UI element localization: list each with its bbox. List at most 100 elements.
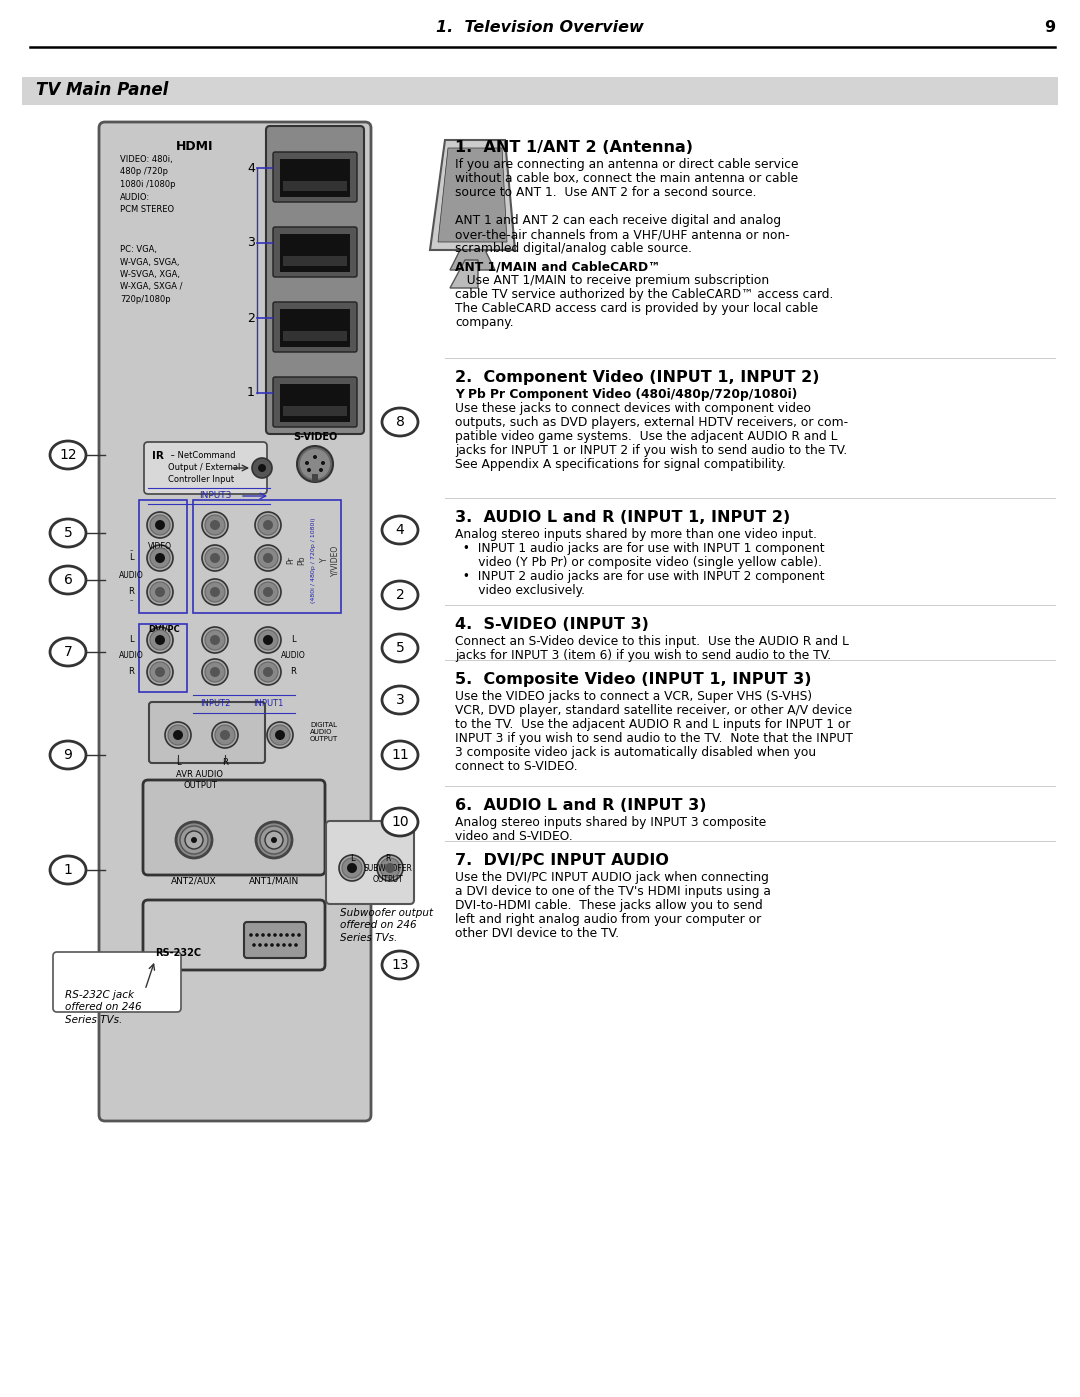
Circle shape xyxy=(255,627,281,652)
Text: 6.  AUDIO L and R (INPUT 3): 6. AUDIO L and R (INPUT 3) xyxy=(455,798,706,813)
Circle shape xyxy=(210,587,220,597)
Text: 2: 2 xyxy=(247,312,255,324)
Text: Connect an S-Video device to this input.  Use the AUDIO R and L: Connect an S-Video device to this input.… xyxy=(455,636,849,648)
Text: 6: 6 xyxy=(64,573,72,587)
Ellipse shape xyxy=(382,807,418,835)
Text: 2.  Component Video (INPUT 1, INPUT 2): 2. Component Video (INPUT 1, INPUT 2) xyxy=(455,370,820,386)
Circle shape xyxy=(313,455,318,460)
Circle shape xyxy=(156,587,165,597)
Circle shape xyxy=(264,553,273,563)
Circle shape xyxy=(267,722,293,747)
Text: Pb: Pb xyxy=(297,555,307,564)
Ellipse shape xyxy=(50,638,86,666)
Ellipse shape xyxy=(50,441,86,469)
Text: ANT1/MAIN: ANT1/MAIN xyxy=(248,876,299,886)
Text: Pr: Pr xyxy=(286,556,296,564)
Ellipse shape xyxy=(382,634,418,662)
Circle shape xyxy=(185,831,203,849)
Circle shape xyxy=(275,731,285,740)
Text: Y Pb Pr Component Video (480i/480p/720p/1080i): Y Pb Pr Component Video (480i/480p/720p/… xyxy=(455,388,797,401)
Circle shape xyxy=(260,826,288,854)
Text: INPUT2: INPUT2 xyxy=(200,700,230,708)
Circle shape xyxy=(305,461,309,465)
FancyBboxPatch shape xyxy=(283,407,347,416)
Text: ANT 1 and ANT 2 can each receive digital and analog: ANT 1 and ANT 2 can each receive digital… xyxy=(455,214,781,226)
FancyBboxPatch shape xyxy=(244,922,306,958)
Text: –: – xyxy=(130,597,133,604)
Circle shape xyxy=(264,587,273,597)
Circle shape xyxy=(285,933,288,937)
Ellipse shape xyxy=(382,686,418,714)
FancyBboxPatch shape xyxy=(53,951,181,1011)
Text: Use these jacks to connect devices with component video: Use these jacks to connect devices with … xyxy=(455,402,811,415)
Text: R: R xyxy=(291,668,296,676)
Circle shape xyxy=(205,548,225,569)
Circle shape xyxy=(255,659,281,685)
Circle shape xyxy=(267,933,271,937)
Text: connect to S-VIDEO.: connect to S-VIDEO. xyxy=(455,760,578,773)
Circle shape xyxy=(255,933,259,937)
Circle shape xyxy=(252,458,272,478)
Circle shape xyxy=(307,468,311,472)
Circle shape xyxy=(261,933,265,937)
Circle shape xyxy=(220,731,230,740)
Text: 5: 5 xyxy=(64,527,72,541)
FancyBboxPatch shape xyxy=(149,703,265,763)
Text: R: R xyxy=(222,759,228,767)
Text: jacks for INPUT 3 (item 6) if you wish to send audio to the TV.: jacks for INPUT 3 (item 6) if you wish t… xyxy=(455,650,832,662)
Text: VIDEO: 480i,
480p /720p
1080i /1080p
AUDIO:
PCM STEREO: VIDEO: 480i, 480p /720p 1080i /1080p AUD… xyxy=(120,155,175,214)
Circle shape xyxy=(258,943,261,947)
Circle shape xyxy=(265,831,283,849)
Circle shape xyxy=(150,630,170,650)
Circle shape xyxy=(210,666,220,678)
Text: other DVI device to the TV.: other DVI device to the TV. xyxy=(455,928,619,940)
Ellipse shape xyxy=(382,515,418,543)
Text: ANT 1/MAIN and CableCARD™: ANT 1/MAIN and CableCARD™ xyxy=(455,260,660,272)
Circle shape xyxy=(347,863,357,873)
Text: 1.  ANT 1/ANT 2 (Antenna): 1. ANT 1/ANT 2 (Antenna) xyxy=(455,140,693,155)
Circle shape xyxy=(202,511,228,538)
Circle shape xyxy=(205,662,225,682)
Circle shape xyxy=(202,627,228,652)
FancyBboxPatch shape xyxy=(99,122,372,1120)
Circle shape xyxy=(271,837,276,842)
FancyBboxPatch shape xyxy=(312,474,318,482)
Text: Use ANT 1/MAIN to receive premium subscription: Use ANT 1/MAIN to receive premium subscr… xyxy=(455,274,769,286)
Text: 4: 4 xyxy=(247,162,255,175)
Text: AUDIO: AUDIO xyxy=(119,570,144,580)
Text: INPUT 3 if you wish to send audio to the TV.  Note that the INPUT: INPUT 3 if you wish to send audio to the… xyxy=(455,732,853,745)
Circle shape xyxy=(258,662,278,682)
Text: source to ANT 1.  Use ANT 2 for a second source.: source to ANT 1. Use ANT 2 for a second … xyxy=(455,186,756,198)
Text: 7: 7 xyxy=(64,645,72,659)
Text: IR: IR xyxy=(152,451,164,461)
Circle shape xyxy=(321,461,325,465)
Circle shape xyxy=(147,627,173,652)
Circle shape xyxy=(150,662,170,682)
Text: L: L xyxy=(350,854,354,863)
Text: AUDIO: AUDIO xyxy=(281,651,306,661)
Text: ANT2/AUX: ANT2/AUX xyxy=(172,876,217,886)
Polygon shape xyxy=(450,250,495,270)
Circle shape xyxy=(258,515,278,535)
FancyBboxPatch shape xyxy=(273,226,357,277)
Text: RS-232C: RS-232C xyxy=(154,949,201,958)
Text: left and right analog audio from your computer or: left and right analog audio from your co… xyxy=(455,914,761,926)
FancyBboxPatch shape xyxy=(143,780,325,875)
Circle shape xyxy=(256,821,292,858)
Text: 3: 3 xyxy=(247,236,255,250)
Circle shape xyxy=(288,943,292,947)
Text: 8: 8 xyxy=(395,415,404,429)
Circle shape xyxy=(165,722,191,747)
Ellipse shape xyxy=(50,566,86,594)
Circle shape xyxy=(255,578,281,605)
Text: 1.  Television Overview: 1. Television Overview xyxy=(436,21,644,35)
FancyBboxPatch shape xyxy=(143,900,325,970)
Text: Use the VIDEO jacks to connect a VCR, Super VHS (S-VHS): Use the VIDEO jacks to connect a VCR, Su… xyxy=(455,690,812,703)
Text: HDMI: HDMI xyxy=(176,140,214,154)
Ellipse shape xyxy=(382,740,418,768)
Text: 5: 5 xyxy=(395,641,404,655)
Circle shape xyxy=(147,659,173,685)
Text: VCR, DVD player, standard satellite receiver, or other A/V device: VCR, DVD player, standard satellite rece… xyxy=(455,704,852,717)
Text: 3: 3 xyxy=(395,693,404,707)
Text: video exclusively.: video exclusively. xyxy=(455,584,585,597)
